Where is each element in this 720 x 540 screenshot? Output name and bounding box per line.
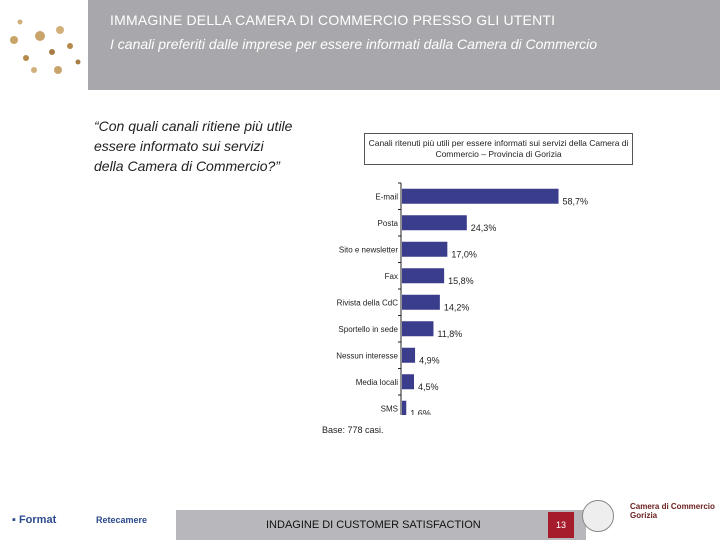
value-label: 4,9% <box>419 355 440 365</box>
value-label: 15,8% <box>448 276 474 286</box>
category-label: Posta <box>378 219 399 228</box>
category-label: SMS <box>381 404 398 413</box>
bar <box>402 400 407 415</box>
base-note: Base: 778 casi. <box>322 425 384 435</box>
value-label: 1,6% <box>410 408 431 415</box>
cciaa-logo: Camera di Commercio Gorizia <box>630 502 715 520</box>
bar <box>402 294 440 310</box>
category-label: Sportello in sede <box>338 325 398 334</box>
bar-chart: E-mail 58,7% Posta 24,3% Sito e newsletter 17… <box>336 182 589 415</box>
bar <box>402 215 467 231</box>
category-label: E-mail <box>375 192 398 201</box>
value-label: 58,7% <box>563 196 589 206</box>
value-label: 24,3% <box>471 223 497 233</box>
page-subtitle: I canali preferiti dalle imprese per ess… <box>110 36 598 52</box>
survey-question: “Con quali canali ritiene più utile esse… <box>94 118 293 174</box>
bar <box>402 268 445 284</box>
category-label: Sito e newsletter <box>339 245 398 254</box>
retecamere-logo: Retecamere <box>96 515 148 525</box>
category-label: Rivista della CdC <box>337 298 399 307</box>
header: IMMAGINE DELLA CAMERA DI COMMERCIO PRESS… <box>0 0 720 90</box>
bar <box>402 347 416 363</box>
value-label: 4,5% <box>418 382 439 392</box>
page-title: IMMAGINE DELLA CAMERA DI COMMERCIO PRESS… <box>110 12 556 28</box>
chart-title: Canali ritenuti più utili per essere inf… <box>364 133 633 165</box>
cciaa-seal-icon <box>582 500 614 532</box>
header-band <box>88 0 720 90</box>
value-label: 14,2% <box>444 302 470 312</box>
bar <box>402 321 434 337</box>
category-label: Fax <box>385 272 398 281</box>
value-label: 11,8% <box>437 329 462 339</box>
category-label: Nessun interesse <box>336 351 398 360</box>
bar <box>402 374 414 390</box>
footer-band <box>175 510 586 540</box>
decorative-dots-icon <box>10 19 81 74</box>
value-label: 17,0% <box>451 249 477 259</box>
footer-text: INDAGINE DI CUSTOMER SATISFACTION <box>266 519 481 531</box>
category-label: Media locali <box>356 378 398 387</box>
bar <box>402 241 448 257</box>
page-number: 13 <box>548 512 574 538</box>
format-logo: ▪ Format <box>12 514 57 526</box>
bar <box>402 188 559 204</box>
